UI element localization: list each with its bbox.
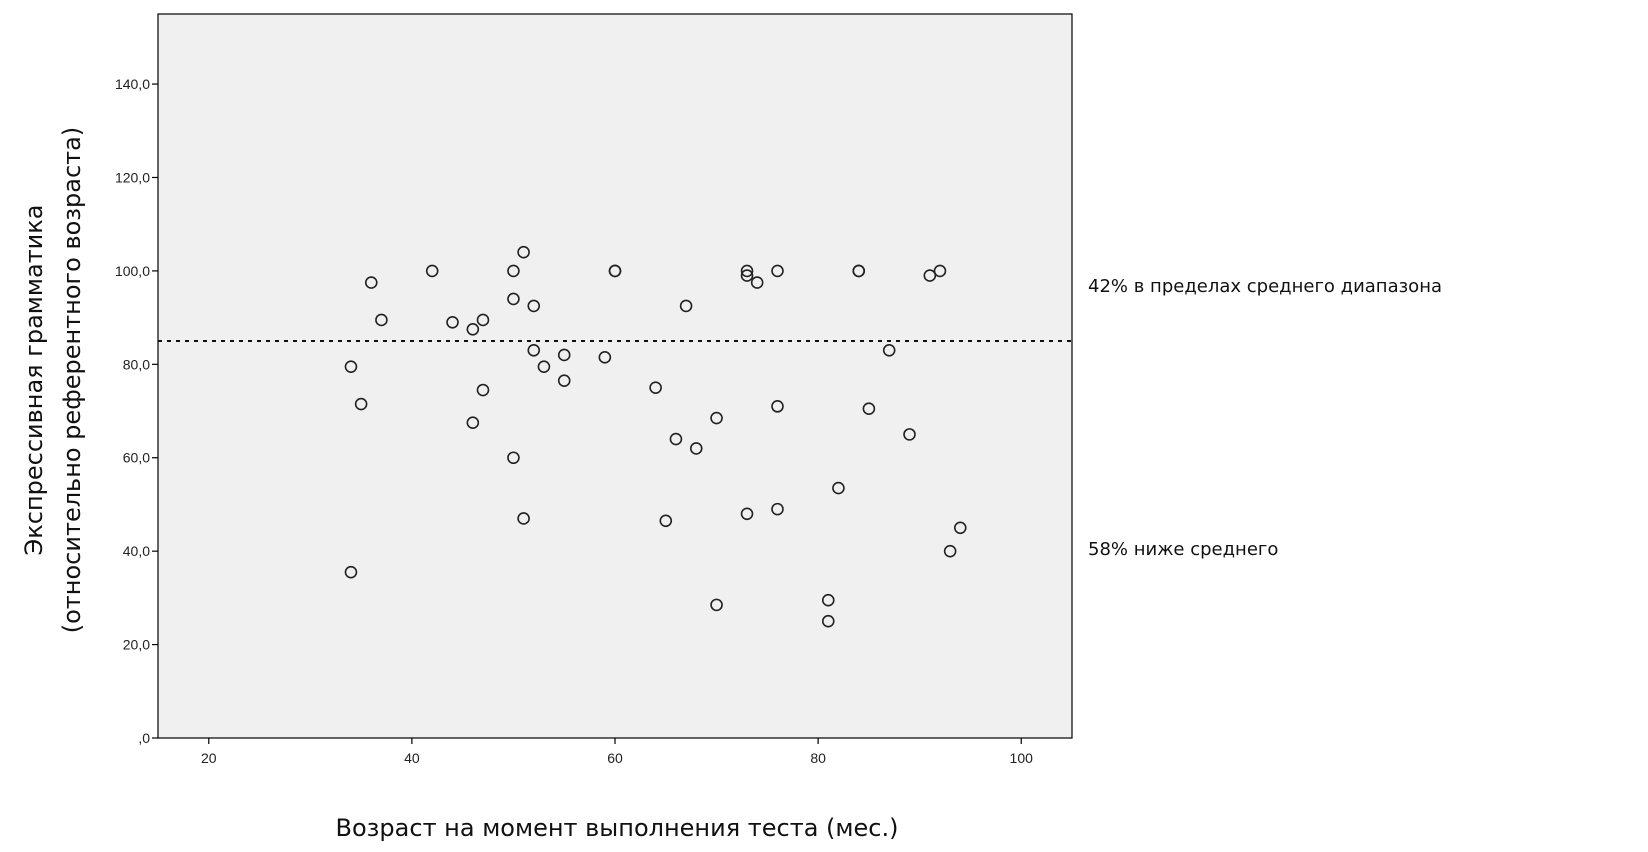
data-point (476, 383, 490, 397)
data-point (608, 264, 622, 278)
data-point (659, 514, 673, 528)
y-axis-title-line1: Экспрессивная грамматика (20, 205, 48, 556)
data-point (446, 315, 459, 329)
data-point (466, 322, 480, 336)
data-point (903, 428, 916, 441)
data-point (862, 402, 876, 415)
annotation-below-average: 58% ниже среднего (1088, 539, 1279, 560)
data-point (344, 360, 358, 373)
x-tick-label: 100 (1010, 750, 1034, 766)
data-point (375, 313, 388, 327)
data-point (933, 264, 947, 278)
data-point (750, 276, 764, 289)
data-point (771, 264, 784, 278)
y-axis-title-line2: (относительно референтного возраста) (58, 127, 86, 633)
data-point (771, 400, 784, 413)
data-point (771, 502, 784, 516)
data-point (557, 374, 571, 387)
annotation-within-average: 42% в пределах среднего диапазона (1088, 276, 1442, 297)
y-tick-label: 100,0 (115, 263, 150, 279)
plot-area (157, 13, 1073, 739)
data-point (425, 264, 439, 278)
data-points (344, 245, 967, 628)
data-point (507, 292, 520, 306)
data-point (344, 565, 358, 579)
data-point (740, 264, 754, 278)
data-point (364, 276, 378, 289)
y-tick-label: 60,0 (123, 450, 150, 466)
data-point (557, 348, 571, 362)
data-point (598, 351, 612, 364)
y-tick-label: 140,0 (115, 76, 150, 92)
x-tick-label: 20 (201, 750, 217, 766)
data-point (689, 442, 703, 455)
y-tick-label: 80,0 (123, 356, 150, 372)
data-point (537, 360, 551, 373)
data-point (507, 451, 520, 465)
data-point (679, 299, 693, 313)
x-axis: 20 40 60 80 100 (201, 738, 1033, 766)
data-point (476, 313, 490, 327)
y-axis: ,0 20,0 40,0 60,0 80,0 100,0 120,0 140,0 (115, 76, 158, 746)
data-point (923, 269, 937, 282)
y-tick-label: 20,0 (123, 637, 150, 653)
data-point (740, 507, 754, 521)
y-tick-label: 120,0 (115, 169, 150, 185)
data-point (821, 593, 835, 607)
x-tick-label: 60 (607, 750, 623, 766)
y-tick-label: 40,0 (123, 543, 150, 559)
data-point (527, 299, 541, 313)
data-point (527, 344, 541, 357)
data-point (882, 344, 896, 357)
data-point (740, 269, 754, 282)
data-point (354, 397, 368, 411)
x-tick-label: 80 (810, 750, 826, 766)
data-point (821, 614, 835, 628)
data-point (710, 411, 723, 425)
data-point (943, 544, 957, 558)
data-point (669, 432, 683, 446)
y-tick-label: ,0 (138, 730, 150, 746)
x-tick-label: 40 (404, 750, 420, 766)
data-point (649, 381, 662, 394)
data-point (852, 264, 866, 278)
data-point (466, 416, 480, 430)
data-point (832, 481, 845, 495)
data-point (517, 245, 530, 259)
x-axis-title: Возраст на момент выполнения теста (мес.… (336, 814, 899, 842)
data-point (710, 598, 723, 612)
data-point (507, 264, 520, 278)
data-point (517, 512, 530, 525)
data-point (953, 521, 967, 535)
